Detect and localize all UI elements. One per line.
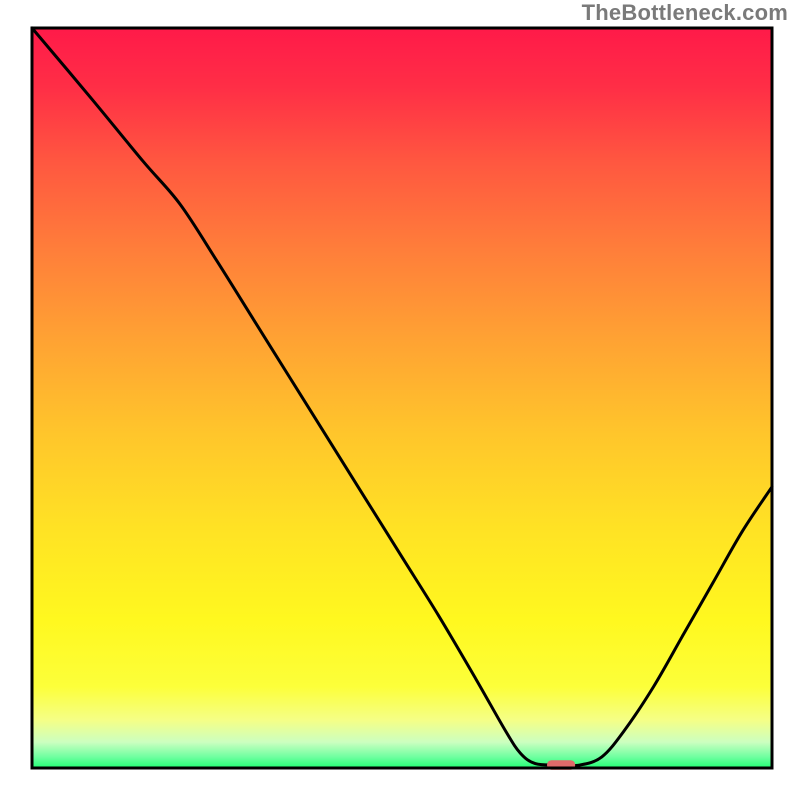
watermark-text: TheBottleneck.com (582, 0, 788, 26)
bottleneck-chart (0, 0, 800, 800)
chart-container: TheBottleneck.com (0, 0, 800, 800)
plot-background (32, 28, 772, 768)
